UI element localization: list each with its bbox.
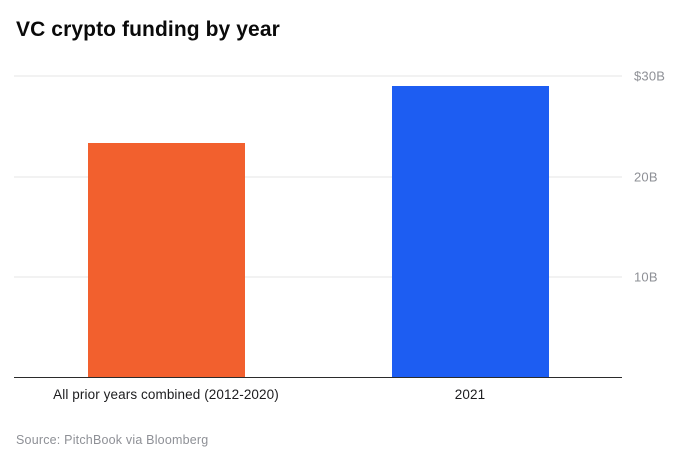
y-tick-label: 20B	[634, 169, 658, 185]
gridline	[14, 276, 622, 278]
y-tick-label: $30B	[634, 68, 666, 84]
y-axis-labels: 10B 20B $30B	[622, 66, 680, 378]
chart-area: All prior years combined (2012-2020) 202…	[14, 66, 680, 402]
bars-container	[14, 66, 622, 378]
plot-area	[14, 66, 622, 378]
bar-prior-years	[87, 142, 245, 378]
chart-title: VC crypto funding by year	[16, 18, 280, 41]
x-axis-line	[14, 377, 622, 378]
bar-slot-prior-years	[14, 66, 318, 378]
y-tick-label: 10B	[634, 269, 658, 285]
source-note: Source: PitchBook via Bloomberg	[16, 433, 209, 447]
x-label-2021: 2021	[454, 387, 486, 402]
x-label-prior-years: All prior years combined (2012-2020)	[53, 387, 279, 402]
x-axis-labels: All prior years combined (2012-2020) 202…	[14, 378, 622, 402]
gridline	[14, 75, 622, 77]
bar-2021	[391, 86, 549, 378]
plot-column: All prior years combined (2012-2020) 202…	[14, 66, 622, 402]
bar-slot-2021	[318, 66, 622, 378]
gridline	[14, 176, 622, 178]
